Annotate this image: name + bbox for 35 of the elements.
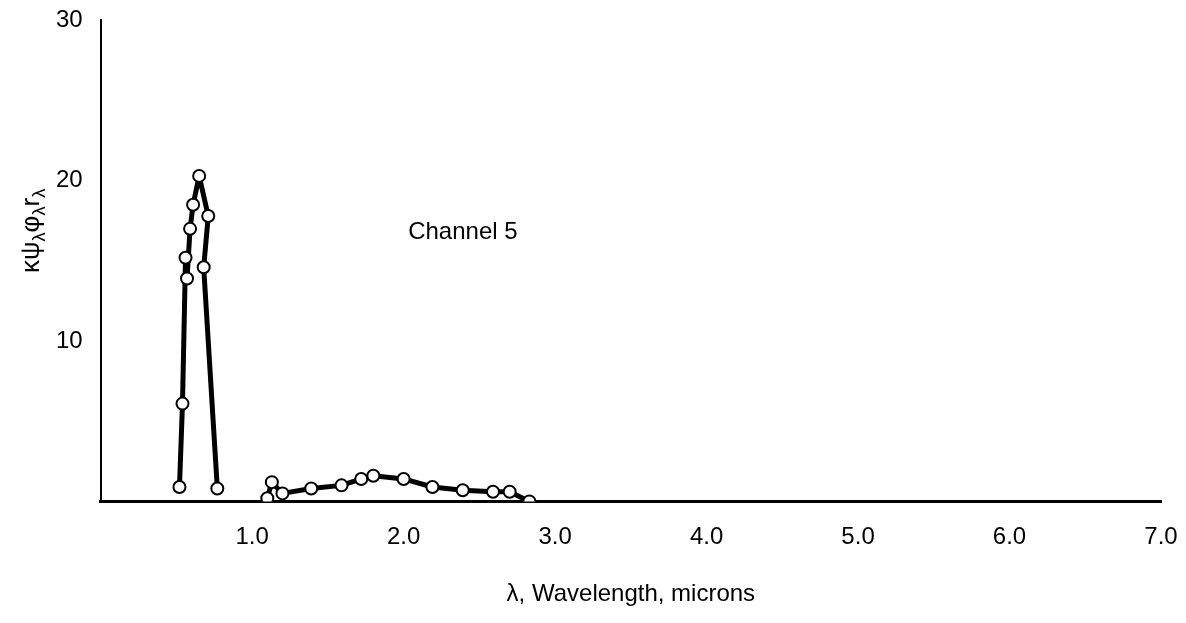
point — [354, 471, 369, 486]
point — [260, 491, 275, 502]
point — [172, 479, 187, 494]
point — [502, 484, 517, 499]
y-tick-label: 20 — [55, 165, 83, 193]
point — [201, 209, 216, 224]
point — [304, 481, 319, 496]
x-tick-label: 5.0 — [841, 522, 875, 550]
point — [178, 250, 193, 265]
point — [334, 478, 349, 493]
point — [425, 479, 440, 494]
point — [192, 168, 207, 183]
point — [275, 486, 290, 501]
y-axis-title: κψλφλrλ — [15, 188, 49, 274]
x-tick-label: 2.0 — [386, 522, 421, 550]
point — [186, 197, 201, 212]
point — [366, 468, 381, 483]
x-tick-label: 4.0 — [689, 522, 724, 550]
point — [486, 484, 501, 499]
x-tick-label: 7.0 — [1144, 522, 1178, 550]
point — [396, 471, 411, 486]
x-tick-label: 6.0 — [992, 522, 1027, 550]
x-tick-label: 1.0 — [235, 522, 269, 550]
point — [455, 483, 470, 498]
point — [175, 396, 190, 411]
point — [183, 221, 198, 236]
point — [196, 260, 211, 275]
point — [180, 271, 195, 286]
x-axis-title: λ, Wavelength, microns — [506, 579, 756, 607]
x-tick-label: 3.0 — [538, 522, 572, 550]
y-tick-label: 10 — [55, 325, 83, 353]
point — [264, 475, 279, 490]
y-tick-label: 30 — [55, 5, 83, 33]
point — [210, 481, 225, 496]
annotation: Channel 5 — [408, 216, 518, 244]
